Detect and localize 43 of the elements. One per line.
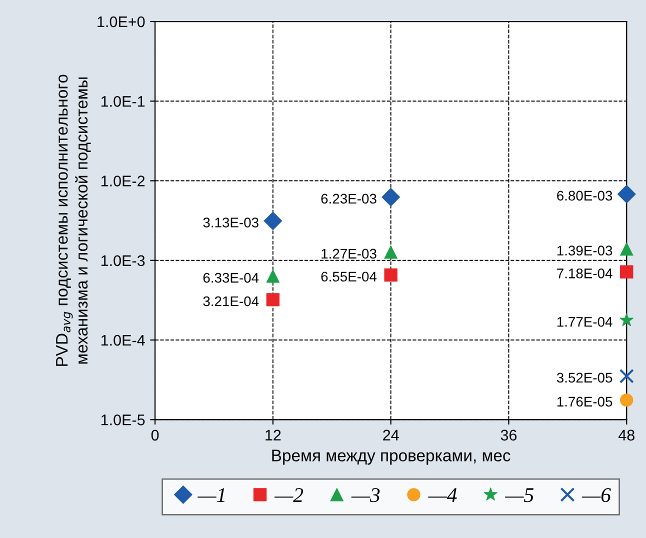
legend-label: —1: [198, 488, 224, 502]
data-label: 3.13E-03: [203, 218, 258, 228]
point: [384, 246, 398, 259]
point: [617, 184, 636, 204]
legend-label: —2: [274, 488, 304, 502]
point: [620, 393, 634, 407]
point: [384, 268, 398, 282]
x-axis-title: Время между проверками, мес: [272, 450, 510, 465]
data-label: 7.18E-04: [557, 268, 612, 278]
point: [620, 265, 634, 278]
point: [264, 212, 282, 230]
point: [619, 368, 634, 384]
y-tick-label: 1.0E+0: [98, 16, 145, 28]
y-tick-label: 1.0E-5: [101, 414, 145, 426]
x-tick-label: 48: [618, 430, 634, 441]
y-tick-label: 1.0E-4: [101, 334, 145, 346]
data-label: 1.27E-03: [322, 248, 376, 259]
legend-label: —5: [505, 488, 534, 502]
point: [266, 293, 280, 306]
data-label: 3.21E-04: [203, 296, 259, 306]
data-label: 6.33E-04: [203, 272, 259, 283]
data-label: 3.52E-05: [556, 372, 612, 383]
y-tick-label: 1.0E-2: [101, 176, 145, 186]
x-tick-label: 24: [383, 430, 399, 440]
data-label: 1.76E-05: [557, 396, 612, 407]
x-tick-label: 12: [266, 430, 281, 440]
x-tick-label: 0: [151, 430, 159, 441]
data-label: 6.80E-03: [557, 190, 612, 201]
point: [620, 242, 634, 256]
legend-label: —4: [428, 488, 457, 502]
y-axis-title: PVD$_{avg}$ подсистемы исполнительного механизма и логической подсистемы: [56, 74, 91, 366]
data-label: 1.39E-03: [557, 246, 612, 256]
y-tick-label: 1.0E-3: [101, 255, 145, 266]
data-label: 1.77E-04: [557, 316, 612, 327]
data-label: 6.23E-03: [321, 194, 376, 204]
data-label: 6.55E-04: [321, 272, 377, 282]
point: [382, 188, 400, 206]
point: [620, 312, 634, 326]
legend-label: —6: [582, 488, 611, 502]
point: [266, 270, 280, 283]
x-tick-label: 36: [500, 430, 517, 441]
y-tick-label: 1.0E-1: [101, 96, 145, 107]
legend-label: —3: [351, 488, 380, 502]
